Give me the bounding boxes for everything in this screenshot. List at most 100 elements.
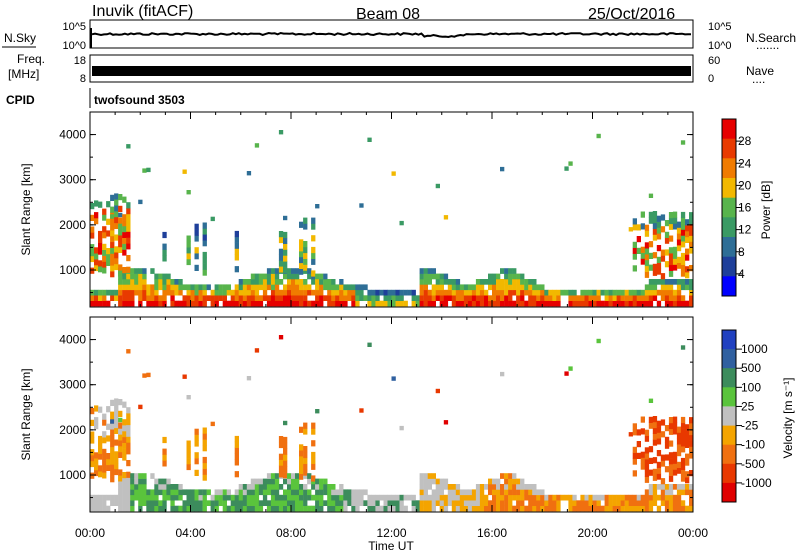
heatmap-cell [291,300,296,307]
heatmap-cell [254,494,260,501]
heatmap-cell [94,464,99,471]
heatmap-cell [343,494,348,501]
heatmap-cell [676,489,682,496]
heatmap-cell [110,476,115,483]
heatmap-cell [471,289,477,296]
heatmap-cell [459,489,465,496]
heatmap-cell [584,494,589,501]
heatmap-cell [118,410,123,417]
heatmap-cell [106,453,111,460]
heatmap-cell [648,211,654,218]
heatmap-cell [230,289,235,296]
heatmap-cell [98,266,103,273]
heatmap-cell [668,289,674,296]
heatmap-cell [532,295,537,301]
heatmap-cell [540,500,545,506]
heatmap-cell [664,284,670,291]
heatmap-cell [234,500,239,506]
heatmap-cell [367,494,372,501]
heatmap-cell [628,295,633,301]
heatmap-cell [118,212,123,218]
heatmap-cell [423,489,428,496]
heatmap-cell [640,289,645,296]
heatmap-cell [580,289,585,296]
heatmap-cell [685,430,690,437]
heatmap-cell [258,284,264,291]
heatmap-cell [270,300,276,307]
heatmap-cell [339,484,344,490]
heatmap-cell [648,500,654,506]
heatmap-cell [664,220,670,227]
heatmap-cell [98,465,103,472]
heatmap-cell [484,484,489,490]
heatmap-cell [540,494,545,501]
colorbar-tick-label: 500 [741,361,761,375]
heatmap-cell [685,300,690,307]
heatmap-cell [636,441,641,448]
heatmap-cell [415,300,420,307]
heatmap-cell [488,295,493,301]
heatmap-cell [170,489,175,496]
heatmap-cell [154,273,159,280]
heatmap-cell [270,289,276,296]
heatmap-cell [278,279,284,285]
heatmap-cell [295,279,300,285]
heatmap-cell [656,221,662,228]
colorbar-tick-label: 4 [738,267,745,281]
heatmap-cell [496,505,501,512]
heatmap-cell [680,463,686,470]
heatmap-cell [238,489,243,496]
heatmap-cell [508,500,513,506]
heatmap-cell [134,279,139,285]
heatmap-cell [475,500,481,506]
heatmap-cell [431,473,436,479]
heatmap-cell [475,279,481,285]
heatmap-cell [238,300,243,307]
heatmap-cell [391,505,396,512]
heatmap-cell [331,494,336,501]
heatmap-cell [572,505,577,512]
heatmap-cell [644,489,650,496]
heatmap-cell [158,284,163,291]
colorbar-swatch [722,482,736,503]
heatmap-cell [210,505,215,512]
heatmap-cell [299,268,304,275]
heatmap-cell [580,505,585,512]
heatmap-cell [584,505,589,512]
heatmap-cell [568,289,573,296]
colorbar-swatch [722,463,736,484]
heatmap-cell [648,505,654,512]
heatmap-cell [246,171,252,176]
heatmap-cell [652,284,658,291]
heatmap-cell [118,428,123,435]
heatmap-cell [339,289,344,296]
heatmap-cell [496,284,501,291]
heatmap-cell [689,417,694,424]
heatmap-cell [218,295,223,301]
heatmap-cell [262,284,268,291]
heatmap-cell [218,284,223,291]
heatmap-cell [118,399,123,406]
heatmap-cell [435,284,440,291]
heatmap-cell [122,237,127,244]
heatmap-cell [560,289,565,296]
heatmap-cell [283,273,288,280]
heatmap-cell [246,284,252,291]
heatmap-cell [427,268,432,274]
heatmap-cell [492,289,497,296]
heatmap-cell [254,484,260,490]
heatmap-cell [568,494,573,501]
heatmap-cell [182,500,187,506]
heatmap-cell [596,494,601,501]
heatmap-cell [435,279,440,285]
heatmap-cell [106,201,111,208]
heatmap-cell [170,300,175,307]
heatmap-cell [620,289,625,296]
heatmap-cell [138,404,143,410]
heatmap-cell [680,140,686,145]
heatmap-cell [214,494,219,501]
heatmap-cell [110,235,115,243]
heatmap-cell [689,229,694,236]
heatmap-cell [186,295,191,301]
heatmap-cell [138,489,143,496]
